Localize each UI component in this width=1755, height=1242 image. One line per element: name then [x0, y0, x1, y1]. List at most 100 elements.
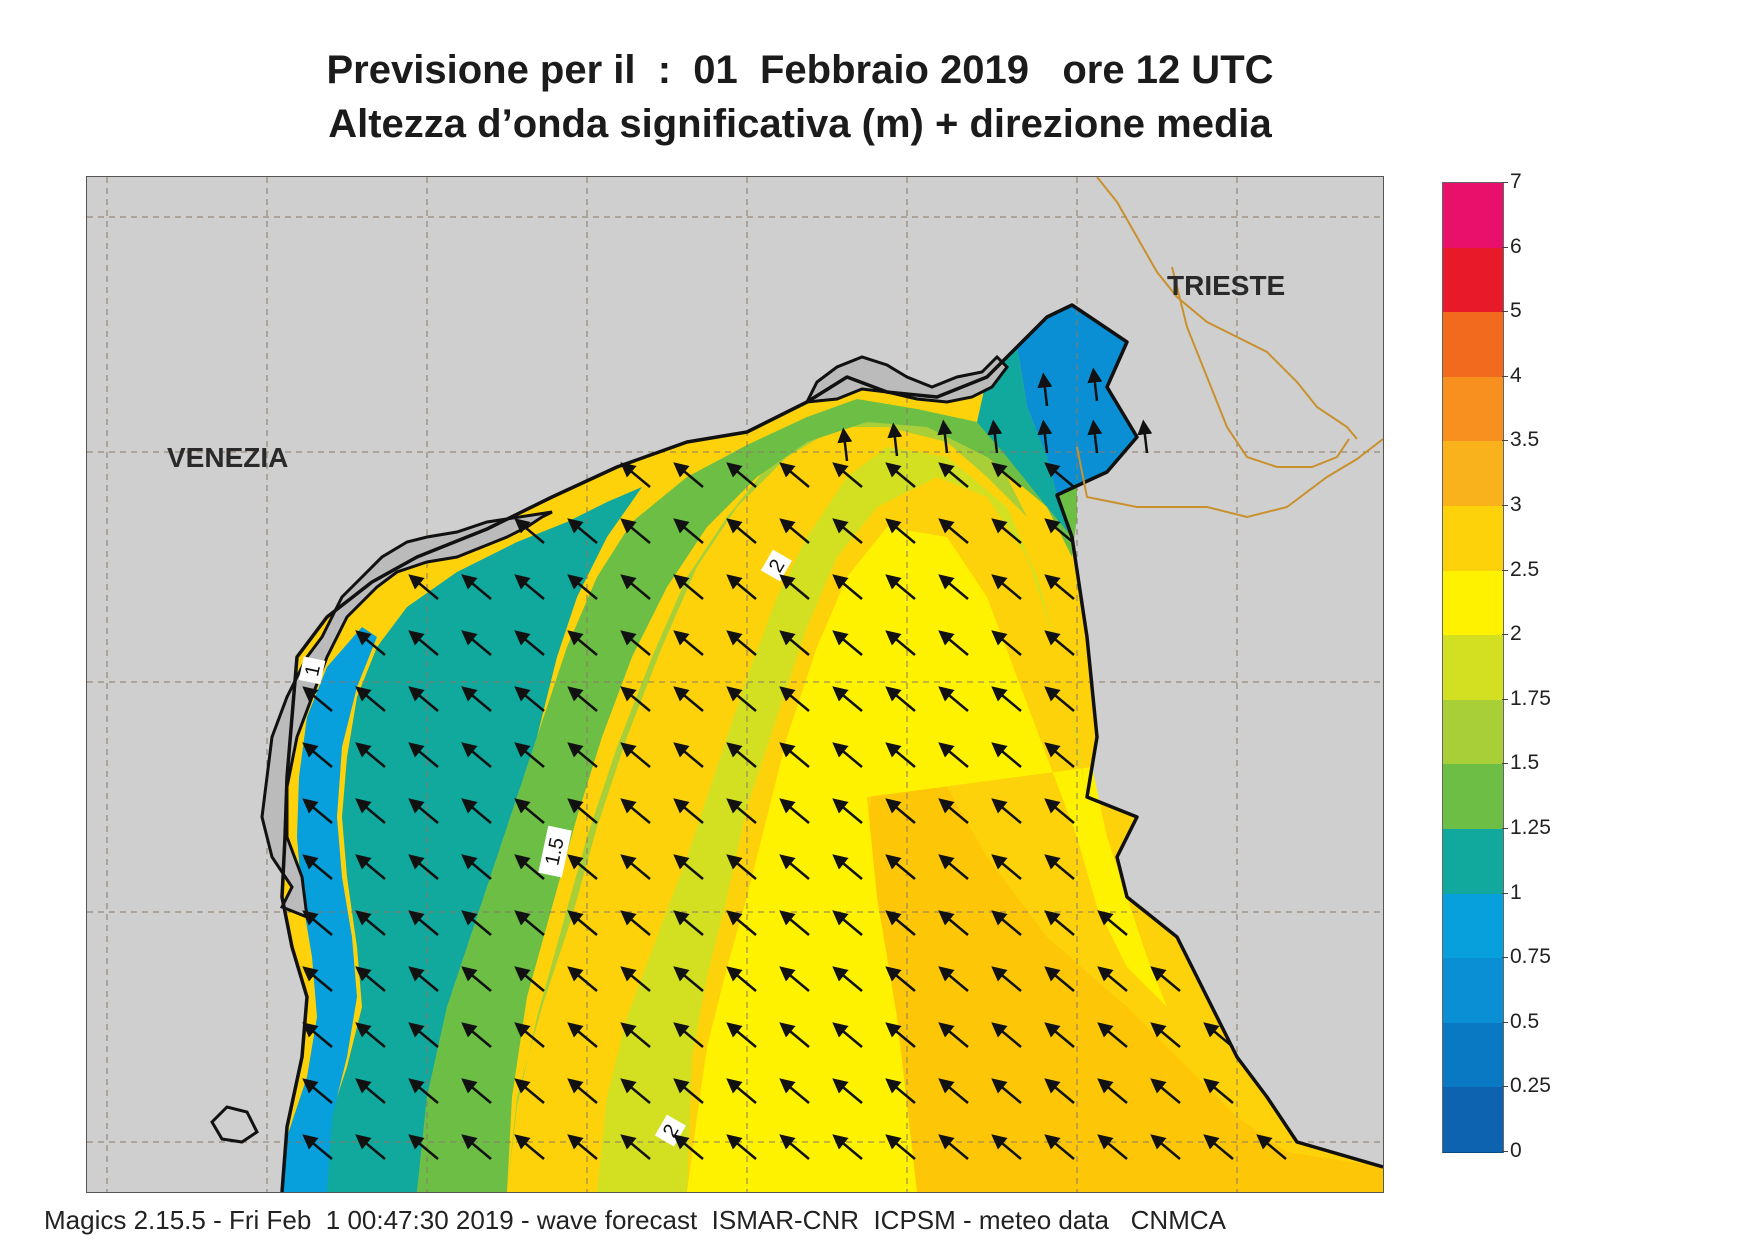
legend-tick-label: 3.5 [1510, 428, 1540, 452]
direction-arrow [567, 518, 598, 544]
direction-arrow [514, 686, 545, 712]
direction-arrow [1044, 742, 1075, 768]
color-scale-bar [1442, 182, 1504, 1154]
direction-arrow [355, 966, 386, 992]
direction-arrow [514, 966, 545, 992]
legend-tick-label: 5 [1510, 299, 1522, 323]
direction-arrow [779, 910, 810, 936]
direction-arrow [514, 798, 545, 824]
direction-arrow [461, 742, 492, 768]
direction-arrow [1044, 686, 1075, 712]
direction-arrow [514, 854, 545, 880]
direction-arrow [567, 798, 598, 824]
direction-arrow [938, 1022, 969, 1048]
direction-arrow [620, 742, 651, 768]
band-2-2p5 [687, 527, 1167, 1192]
direction-arrow [355, 630, 386, 656]
national-border [1076, 177, 1383, 519]
direction-arrow [1097, 910, 1128, 936]
direction-arrow [779, 630, 810, 656]
direction-arrow [832, 686, 863, 712]
contour-label-1: 1 [298, 656, 326, 685]
direction-arrow [302, 798, 333, 824]
map-subtitle: Altezza d’onda significativa (m) + direz… [328, 102, 1272, 146]
direction-arrow [567, 1078, 598, 1104]
direction-arrow [461, 574, 492, 600]
legend-tick-mark [1502, 828, 1508, 829]
direction-arrow [408, 1134, 439, 1160]
direction-arrow [938, 910, 969, 936]
direction-arrow [302, 1134, 333, 1160]
direction-arrow [1044, 1134, 1075, 1160]
direction-arrow [938, 518, 969, 544]
legend-tick-label: 3 [1510, 493, 1522, 516]
legend-tick-mark [1502, 698, 1508, 700]
legend-tick-mark [1502, 375, 1508, 377]
legend-tick-label: 1.75 [1510, 686, 1551, 710]
direction-arrow [408, 742, 439, 768]
city-label-trieste: TRIESTE [1167, 270, 1285, 301]
direction-arrow [1044, 798, 1075, 824]
direction-arrow [355, 742, 386, 768]
direction-arrow [938, 966, 969, 992]
band-0p75-1-west [282, 627, 377, 1192]
direction-arrow [885, 910, 916, 936]
direction-arrow [938, 630, 969, 656]
direction-arrow [514, 1022, 545, 1048]
legend-color-cell [1443, 958, 1503, 1025]
direction-arrow [302, 966, 333, 992]
direction-arrow [1044, 518, 1075, 544]
direction-arrow [832, 854, 863, 880]
legend-color-cell [1443, 699, 1503, 766]
direction-arrow [1044, 462, 1075, 488]
direction-arrow [832, 1022, 863, 1048]
direction-arrow [620, 518, 651, 544]
direction-arrow [1097, 966, 1128, 992]
direction-arrow [673, 854, 704, 880]
direction-arrow [408, 854, 439, 880]
legend-tick-mark [1502, 182, 1508, 183]
direction-arrow [620, 462, 651, 488]
direction-arrow [726, 854, 757, 880]
direction-arrow [302, 1078, 333, 1104]
direction-arrow [673, 798, 704, 824]
direction-arrow [779, 574, 810, 600]
band-1p25-1p5 [417, 399, 1077, 1192]
direction-arrow [673, 630, 704, 656]
direction-arrow [514, 518, 545, 544]
direction-arrow [567, 574, 598, 600]
direction-arrow [1044, 1022, 1075, 1048]
direction-arrow [514, 742, 545, 768]
direction-arrow [1256, 1134, 1287, 1160]
direction-arrow [937, 419, 953, 454]
legend-tick-mark [1502, 1086, 1508, 1088]
band-1-1p25 [322, 487, 642, 1192]
direction-arrow [620, 966, 651, 992]
direction-arrow [620, 854, 651, 880]
direction-arrow [1150, 1022, 1181, 1048]
direction-arrow [567, 1022, 598, 1048]
direction-arrow [620, 686, 651, 712]
direction-arrow [837, 427, 853, 462]
legend-tick-mark [1502, 763, 1508, 765]
direction-arrow [1203, 1022, 1234, 1048]
legend-tick-label: 1.5 [1510, 751, 1540, 775]
direction-arrow [461, 630, 492, 656]
direction-arrow [885, 462, 916, 488]
direction-arrow [461, 1022, 492, 1048]
svg-text:1: 1 [301, 663, 325, 678]
direction-arrow [832, 742, 863, 768]
direction-arrow [991, 574, 1022, 600]
direction-arrow [938, 742, 969, 768]
direction-arrow [1044, 1078, 1075, 1104]
city-label-venezia: VENEZIA [167, 442, 288, 473]
direction-arrow [1087, 367, 1103, 402]
direction-arrow [461, 1134, 492, 1160]
direction-arrow [885, 518, 916, 544]
direction-arrow [832, 966, 863, 992]
direction-arrow [355, 1134, 386, 1160]
direction-arrow [1097, 1022, 1128, 1048]
direction-arrow [1037, 372, 1053, 407]
contour-label-2-north: 2 [760, 549, 792, 582]
direction-arrow [1203, 1134, 1234, 1160]
